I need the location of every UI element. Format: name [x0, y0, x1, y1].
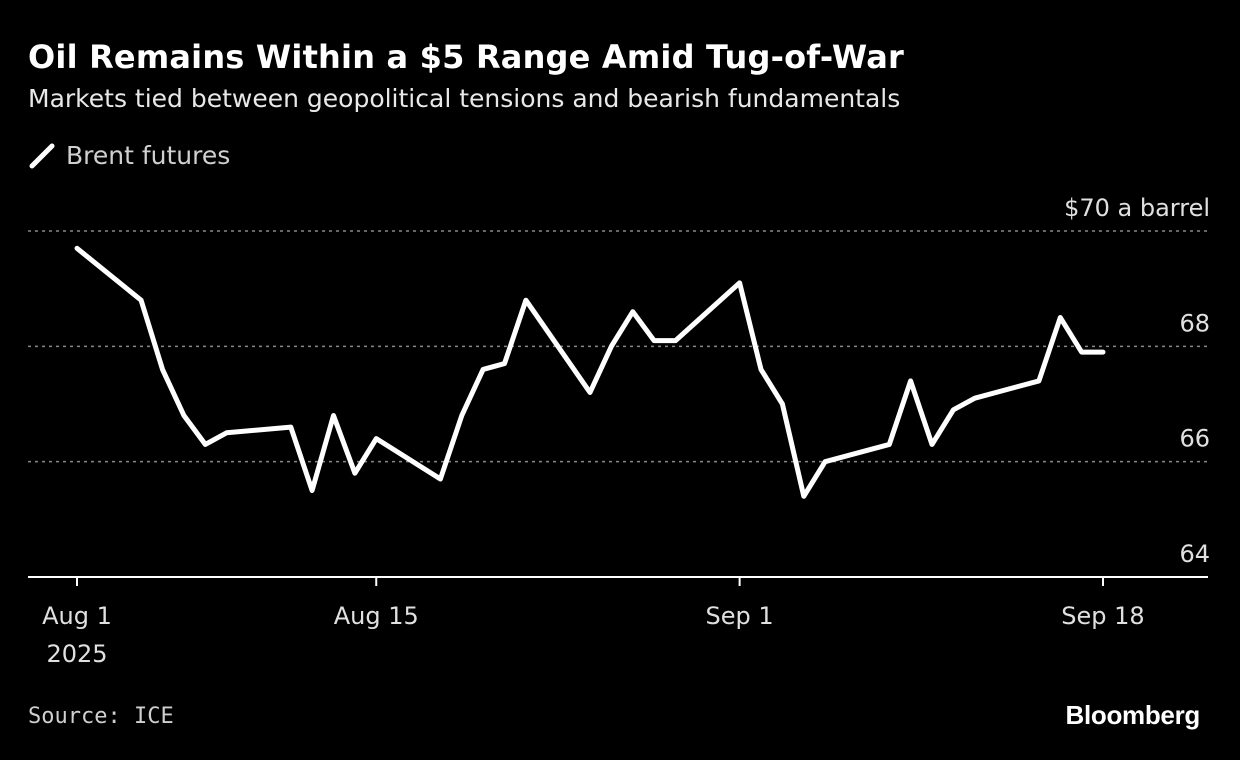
- chart-title: Oil Remains Within a $5 Range Amid Tug-o…: [28, 38, 905, 76]
- chart-legend: Brent futures: [28, 141, 230, 170]
- legend-line-icon: [29, 143, 55, 168]
- y-tick-label: 64: [1179, 540, 1210, 568]
- series-lines: [74, 245, 1106, 499]
- x-tick-sublabel: 2025: [46, 640, 107, 668]
- gridlines: [28, 230, 1208, 463]
- series-line-brent-futures: [74, 245, 1106, 499]
- legend-label: Brent futures: [66, 141, 231, 170]
- brand-logo: Bloomberg: [1065, 700, 1200, 730]
- x-tick-label: Sep 18: [1061, 602, 1144, 630]
- y-tick-labels: $70 a barrel 68 66 64: [1064, 194, 1210, 568]
- line-chart: $70 a barrel 68 66 64 Aug 1 2025 Aug 15 Sep 1 S…: [28, 194, 1210, 668]
- x-tick-label: Aug 15: [334, 602, 419, 630]
- x-ticks: Aug 1 2025 Aug 15 Sep 1 Sep 18: [42, 577, 1145, 668]
- y-tick-label: $70 a barrel: [1064, 194, 1210, 222]
- source-note: Source: ICE: [28, 704, 174, 729]
- chart-subtitle: Markets tied between geopolitical tensio…: [28, 84, 901, 113]
- y-tick-label: 66: [1179, 425, 1210, 453]
- x-tick-label: Sep 1: [706, 602, 774, 630]
- x-tick-label: Aug 1: [42, 602, 112, 630]
- y-tick-label: 68: [1179, 309, 1210, 337]
